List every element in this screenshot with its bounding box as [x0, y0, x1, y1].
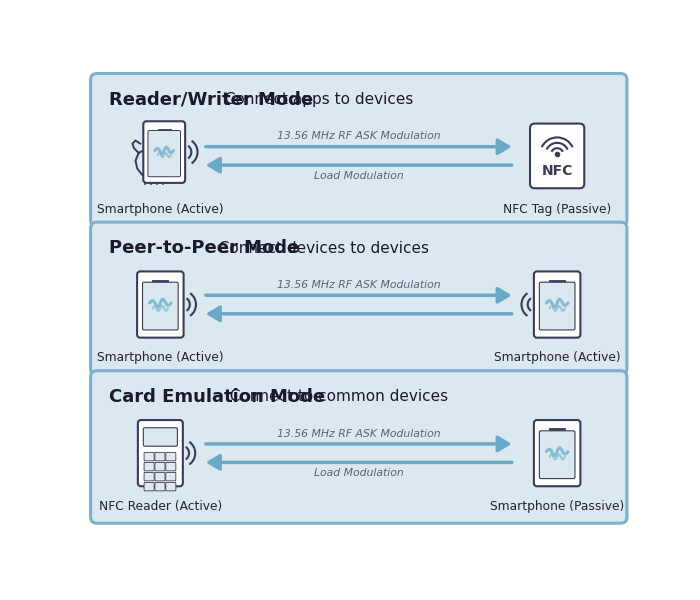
Text: Smartphone (Passive): Smartphone (Passive) [490, 500, 624, 513]
FancyBboxPatch shape [138, 420, 183, 486]
FancyBboxPatch shape [155, 472, 165, 481]
FancyBboxPatch shape [166, 463, 176, 471]
Text: Connect devices to devices: Connect devices to devices [209, 241, 428, 256]
FancyBboxPatch shape [155, 463, 165, 471]
Text: Load Modulation: Load Modulation [314, 170, 404, 181]
FancyBboxPatch shape [144, 463, 154, 471]
FancyBboxPatch shape [144, 428, 177, 446]
Text: 13.56 MHz RF ASK Modulation: 13.56 MHz RF ASK Modulation [277, 131, 440, 141]
FancyBboxPatch shape [144, 452, 154, 461]
FancyBboxPatch shape [144, 121, 185, 183]
FancyBboxPatch shape [90, 74, 627, 226]
Text: Reader/Writer Mode: Reader/Writer Mode [109, 91, 314, 109]
Text: NFC Tag (Passive): NFC Tag (Passive) [503, 203, 611, 215]
FancyBboxPatch shape [90, 222, 627, 374]
FancyBboxPatch shape [155, 452, 165, 461]
FancyBboxPatch shape [166, 472, 176, 481]
Text: Connect apps to devices: Connect apps to devices [214, 92, 413, 107]
Text: 13.56 MHz RF ASK Modulation: 13.56 MHz RF ASK Modulation [277, 428, 440, 439]
FancyBboxPatch shape [166, 482, 176, 491]
Text: Card Emulation Mode: Card Emulation Mode [109, 388, 326, 406]
Text: NFC Reader (Active): NFC Reader (Active) [99, 500, 222, 513]
Text: Smartphone (Active): Smartphone (Active) [494, 351, 620, 364]
FancyBboxPatch shape [137, 271, 183, 338]
FancyBboxPatch shape [539, 282, 575, 330]
Text: NFC: NFC [542, 164, 573, 178]
FancyBboxPatch shape [534, 420, 580, 486]
Text: Connect to common devices: Connect to common devices [220, 389, 449, 404]
Text: Peer-to-Peer Mode: Peer-to-Peer Mode [109, 239, 300, 257]
FancyBboxPatch shape [534, 271, 580, 338]
Text: Smartphone (Active): Smartphone (Active) [97, 351, 224, 364]
Text: 13.56 MHz RF ASK Modulation: 13.56 MHz RF ASK Modulation [277, 280, 440, 290]
FancyBboxPatch shape [143, 282, 178, 330]
FancyBboxPatch shape [530, 124, 584, 188]
Text: Load Modulation: Load Modulation [314, 468, 404, 478]
Text: Smartphone (Active): Smartphone (Active) [97, 203, 224, 215]
FancyBboxPatch shape [539, 431, 575, 479]
FancyBboxPatch shape [166, 452, 176, 461]
FancyBboxPatch shape [144, 482, 154, 491]
FancyBboxPatch shape [90, 371, 627, 523]
FancyBboxPatch shape [144, 472, 154, 481]
FancyBboxPatch shape [148, 131, 181, 177]
FancyBboxPatch shape [155, 482, 165, 491]
